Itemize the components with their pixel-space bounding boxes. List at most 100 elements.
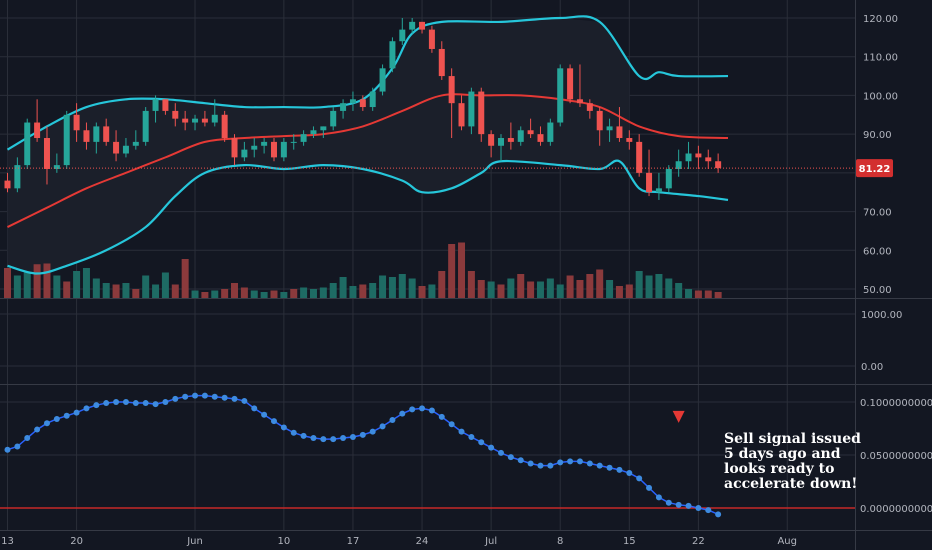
candle-body[interactable] bbox=[359, 99, 366, 108]
candle-body[interactable] bbox=[527, 130, 534, 135]
candle-body[interactable] bbox=[458, 103, 465, 127]
candle-body[interactable] bbox=[695, 153, 702, 158]
candle-body[interactable] bbox=[63, 114, 70, 166]
candle-body[interactable] bbox=[73, 114, 80, 131]
oscillator-point bbox=[675, 501, 682, 508]
candle-body[interactable] bbox=[468, 91, 475, 127]
candle-body[interactable] bbox=[488, 134, 495, 146]
volume-bar bbox=[546, 278, 554, 298]
candle-body[interactable] bbox=[103, 126, 110, 142]
candle-body[interactable] bbox=[448, 76, 455, 104]
candle-body[interactable] bbox=[428, 29, 435, 49]
annotation-line: 5 days ago and bbox=[724, 446, 841, 462]
oscillator-point bbox=[231, 395, 238, 402]
candle-body[interactable] bbox=[379, 68, 386, 92]
oscillator-point bbox=[438, 413, 445, 420]
volume-bar bbox=[73, 271, 81, 298]
candle-body[interactable] bbox=[330, 110, 337, 127]
candle-body[interactable] bbox=[646, 172, 653, 193]
candle-body[interactable] bbox=[685, 153, 692, 162]
candle-body[interactable] bbox=[201, 118, 208, 123]
candle-body[interactable] bbox=[270, 141, 277, 158]
candle-body[interactable] bbox=[715, 161, 722, 169]
candle-body[interactable] bbox=[280, 141, 287, 158]
candle-body[interactable] bbox=[152, 99, 159, 111]
candle-body[interactable] bbox=[626, 138, 633, 142]
volume-bar bbox=[23, 272, 31, 298]
oscillator-point bbox=[83, 405, 90, 412]
candle-body[interactable] bbox=[606, 126, 613, 131]
candle-body[interactable] bbox=[419, 21, 426, 30]
candle-body[interactable] bbox=[43, 138, 50, 169]
price-tick-label: 120.00 bbox=[863, 14, 898, 25]
oscillator-point bbox=[330, 436, 337, 443]
candle-body[interactable] bbox=[498, 138, 504, 146]
candle-body[interactable] bbox=[83, 130, 90, 142]
candle-body[interactable] bbox=[320, 126, 327, 131]
candle-body[interactable] bbox=[438, 48, 445, 77]
candle-body[interactable] bbox=[675, 161, 682, 169]
candle-body[interactable] bbox=[113, 141, 120, 154]
candle-body[interactable] bbox=[231, 138, 238, 158]
candle-body[interactable] bbox=[261, 141, 268, 146]
volume-bar bbox=[102, 283, 110, 298]
candle-body[interactable] bbox=[182, 118, 189, 123]
candle-body[interactable] bbox=[478, 91, 485, 135]
candle-body[interactable] bbox=[655, 188, 662, 193]
candle-body[interactable] bbox=[705, 157, 712, 162]
price-tick-label: 110.00 bbox=[863, 53, 898, 64]
candle-body[interactable] bbox=[507, 138, 514, 142]
candle-body[interactable] bbox=[596, 110, 603, 131]
candle-body[interactable] bbox=[369, 91, 376, 108]
candle-body[interactable] bbox=[290, 141, 297, 143]
candle-body[interactable] bbox=[399, 29, 406, 42]
candle-body[interactable] bbox=[310, 130, 317, 135]
candle-body[interactable] bbox=[616, 126, 623, 139]
candle-body[interactable] bbox=[537, 134, 544, 142]
volume-bar bbox=[152, 284, 160, 298]
candle-body[interactable] bbox=[251, 145, 258, 150]
candle-body[interactable] bbox=[567, 68, 574, 100]
oscillator-tick-label: 0.0000000000 bbox=[860, 504, 932, 515]
volume-bar bbox=[33, 264, 41, 298]
candle-body[interactable] bbox=[24, 122, 31, 166]
candle-body[interactable] bbox=[192, 118, 199, 123]
candle-body[interactable] bbox=[132, 141, 139, 146]
candle-body[interactable] bbox=[241, 149, 248, 158]
candle-body[interactable] bbox=[172, 110, 179, 119]
oscillator-point bbox=[655, 494, 662, 501]
candle-body[interactable] bbox=[122, 145, 129, 154]
candle-body[interactable] bbox=[221, 114, 228, 139]
volume-bar bbox=[665, 278, 673, 298]
volume-bar bbox=[418, 286, 426, 298]
candle-body[interactable] bbox=[93, 126, 100, 142]
candle-body[interactable] bbox=[340, 103, 347, 111]
volume-bar bbox=[625, 284, 633, 298]
candle-body[interactable] bbox=[409, 21, 416, 30]
candle-body[interactable] bbox=[53, 165, 60, 169]
candle-body[interactable] bbox=[34, 122, 41, 139]
volume-bar bbox=[675, 283, 683, 298]
candle-body[interactable] bbox=[389, 41, 396, 69]
oscillator-point bbox=[14, 443, 21, 450]
candle-body[interactable] bbox=[547, 122, 554, 142]
candle-body[interactable] bbox=[517, 130, 524, 142]
candle-body[interactable] bbox=[4, 180, 11, 189]
candle-body[interactable] bbox=[162, 99, 169, 111]
candle-body[interactable] bbox=[665, 168, 672, 189]
oscillator-point bbox=[715, 511, 722, 518]
candle-body[interactable] bbox=[142, 110, 149, 142]
x-tick-label: 10 bbox=[277, 536, 290, 547]
volume-bar bbox=[171, 284, 179, 298]
candle-body[interactable] bbox=[349, 99, 356, 104]
candle-body[interactable] bbox=[557, 68, 564, 123]
candle-body[interactable] bbox=[576, 99, 583, 104]
candle-body[interactable] bbox=[586, 103, 593, 111]
candle-body[interactable] bbox=[211, 114, 218, 123]
candle-body[interactable] bbox=[300, 134, 307, 142]
candle-body[interactable] bbox=[14, 165, 21, 189]
volume-bar bbox=[319, 287, 327, 298]
candle-body[interactable] bbox=[636, 141, 643, 173]
